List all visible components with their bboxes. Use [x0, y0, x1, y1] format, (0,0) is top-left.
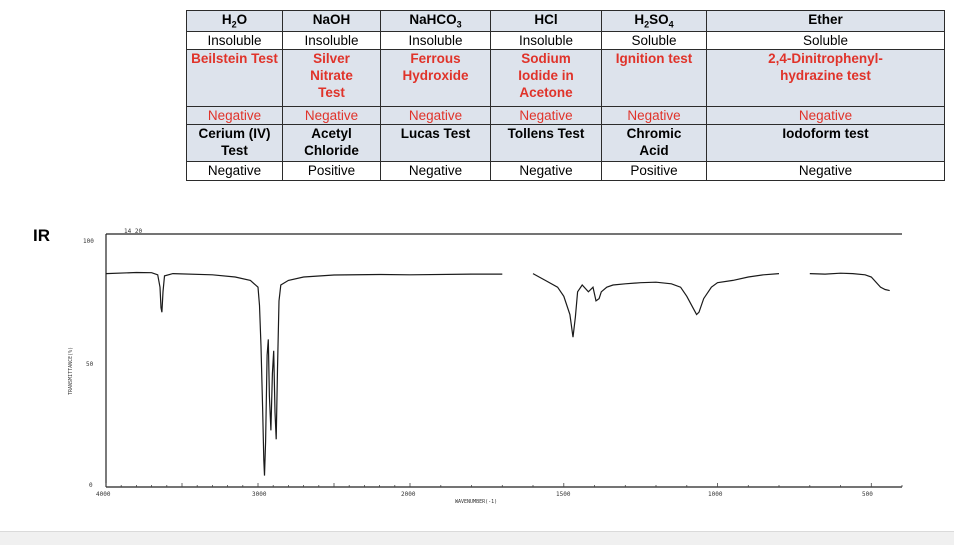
header-naoh: NaOH [282, 10, 381, 32]
ir-spectrum: 14 20 100 50 0 TRANSMITTANCE(%) 4000 300… [68, 228, 903, 505]
x-tick-label: 3000 [252, 491, 267, 498]
table-row: Negative Negative Negative Negative Nega… [186, 106, 945, 125]
header-ether: Ether [706, 10, 945, 32]
x-tick-label: 4000 [96, 491, 111, 498]
ir-section-label: IR [33, 226, 50, 245]
ir-trace-segment [809, 272, 890, 292]
x-minor-ticks [105, 483, 903, 487]
header-h2so4: H2SO4 [601, 10, 707, 32]
x-axis-title: WAVENUMBER(-1) [455, 499, 497, 505]
x-tick-label: 1000 [708, 491, 723, 498]
test-result-cell: Positive [282, 161, 381, 181]
y-tick-label: 100 [83, 238, 94, 245]
test-result-cell: Negative [186, 106, 283, 125]
y-tick-label: 50 [86, 361, 94, 368]
header-water: H2O [186, 10, 283, 32]
ir-trace-segment [105, 271, 503, 476]
table-row: H2O NaOH NaHCO3 HCl H2SO4 Ether [186, 10, 945, 32]
test-result-cell: Negative [380, 161, 491, 181]
test-name-cell: 2,4-Dinitrophenyl-hydrazine test [706, 49, 945, 107]
test-result-cell: Negative [186, 161, 283, 181]
test-name-cell: Cerium (IV) Test [186, 124, 283, 162]
test-result-cell: Negative [706, 106, 945, 125]
table-cell: Insoluble [380, 31, 491, 50]
y-tick-label: 0 [89, 482, 93, 489]
test-result-cell: Negative [490, 106, 602, 125]
table-cell: Insoluble [282, 31, 381, 50]
footer-bar [0, 531, 954, 545]
top-mark-label: 14 20 [124, 228, 142, 235]
test-name-cell: Ignition test [601, 49, 707, 107]
ir-traces [105, 271, 890, 476]
ir-trace-segment [532, 273, 780, 338]
table-row: Insoluble Insoluble Insoluble Insoluble … [186, 31, 945, 50]
test-result-cell: Negative [282, 106, 381, 125]
table-cell: Soluble [601, 31, 707, 50]
test-name-cell: Silver Nitrate Test [282, 49, 381, 107]
table-row: Cerium (IV) Test Acetyl Chloride Lucas T… [186, 124, 945, 162]
table-row: Negative Positive Negative Negative Posi… [186, 161, 945, 181]
x-tick-label: 2000 [401, 491, 416, 498]
solubility-tests-table: H2O NaOH NaHCO3 HCl H2SO4 Ether Insolubl… [186, 10, 945, 181]
test-name-cell: Lucas Test [380, 124, 491, 162]
x-tick-label: 500 [862, 491, 873, 498]
x-tick-label: 1500 [556, 491, 571, 498]
test-name-cell: Sodium Iodide in Acetone [490, 49, 602, 107]
test-name-cell: Tollens Test [490, 124, 602, 162]
header-nahco3: NaHCO3 [380, 10, 491, 32]
test-name-cell: Acetyl Chloride [282, 124, 381, 162]
y-axis-title: TRANSMITTANCE(%) [68, 347, 74, 395]
test-result-cell: Negative [706, 161, 945, 181]
test-name-cell: Iodoform test [706, 124, 945, 162]
test-name-cell: Chromic Acid [601, 124, 707, 162]
table-row: Beilstein Test Silver Nitrate Test Ferro… [186, 49, 945, 107]
test-name-cell: Ferrous Hydroxide [380, 49, 491, 107]
